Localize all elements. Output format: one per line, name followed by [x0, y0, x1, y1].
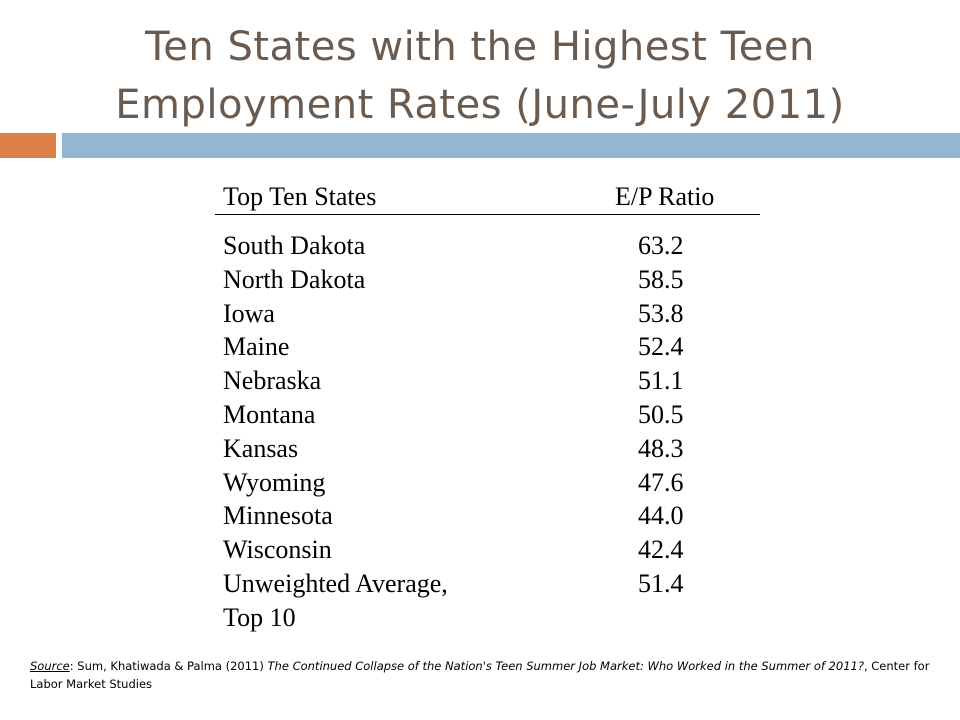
table-row: Wisconsin 42.4 [215, 533, 760, 567]
table-row: Minnesota 44.0 [215, 499, 760, 533]
table-header: Top Ten States E/P Ratio [215, 180, 760, 215]
table-row: South Dakota 63.2 [215, 229, 760, 263]
source-publisher: , Center for Labor Market Studies [30, 659, 930, 691]
ep-ratio: 44.0 [638, 501, 684, 531]
ep-ratio: 52.4 [638, 332, 684, 362]
state-name: Kansas [223, 433, 299, 463]
header-state: Top Ten States [223, 182, 377, 211]
table-row: Iowa 53.8 [215, 297, 760, 331]
state-name: Montana [223, 399, 316, 429]
accent-bar-orange [0, 133, 56, 158]
ep-ratio: 42.4 [638, 535, 684, 565]
average-label: Unweighted Average, Top 10 [215, 567, 615, 635]
source-authors: : Sum, Khatiwada & Palma (2011) [69, 659, 268, 673]
ep-ratio: 53.8 [638, 298, 684, 328]
source-label: Source [30, 659, 70, 673]
title-line-2: Employment Rates (June-July 2011) [115, 82, 845, 128]
ep-ratio: 51.1 [638, 366, 684, 396]
state-name: North Dakota [223, 264, 366, 294]
state-name: Wisconsin [223, 535, 332, 565]
source-citation: Source: Sum, Khatiwada & Palma (2011) Th… [30, 657, 930, 693]
table-row-average: Unweighted Average, Top 10 51.4 [215, 567, 760, 635]
state-name: Wyoming [223, 467, 326, 497]
table-row: Wyoming 47.6 [215, 466, 760, 500]
table-row: Nebraska 51.1 [215, 364, 760, 398]
states-table: Top Ten States E/P Ratio South Dakota 63… [215, 180, 760, 635]
slide-title: Ten States with the Highest Teen Employm… [60, 18, 900, 134]
ep-ratio: 58.5 [638, 264, 684, 294]
ep-ratio: 63.2 [638, 231, 684, 260]
average-label-line-1: Unweighted Average, [223, 568, 448, 598]
table-body: South Dakota 63.2 North Dakota 58.5 Iowa… [215, 215, 760, 635]
header-ratio: E/P Ratio [615, 182, 715, 211]
ep-ratio: 48.3 [638, 433, 684, 463]
ep-ratio: 47.6 [638, 467, 684, 497]
state-name: Minnesota [223, 501, 333, 531]
state-name: South Dakota [223, 231, 366, 260]
average-ratio: 51.4 [638, 568, 684, 598]
ep-ratio: 50.5 [638, 399, 684, 429]
source-work-title: The Continued Collapse of the Nation's T… [267, 659, 864, 673]
average-label-line-2: Top 10 [223, 602, 296, 632]
table-row: Kansas 48.3 [215, 432, 760, 466]
accent-bar-blue [62, 133, 960, 158]
state-name: Nebraska [223, 366, 322, 396]
table-row: Montana 50.5 [215, 398, 760, 432]
table-row: North Dakota 58.5 [215, 263, 760, 297]
title-line-1: Ten States with the Highest Teen [145, 24, 815, 70]
table-row: Maine 52.4 [215, 330, 760, 364]
state-name: Iowa [223, 298, 275, 328]
state-name: Maine [223, 332, 290, 362]
